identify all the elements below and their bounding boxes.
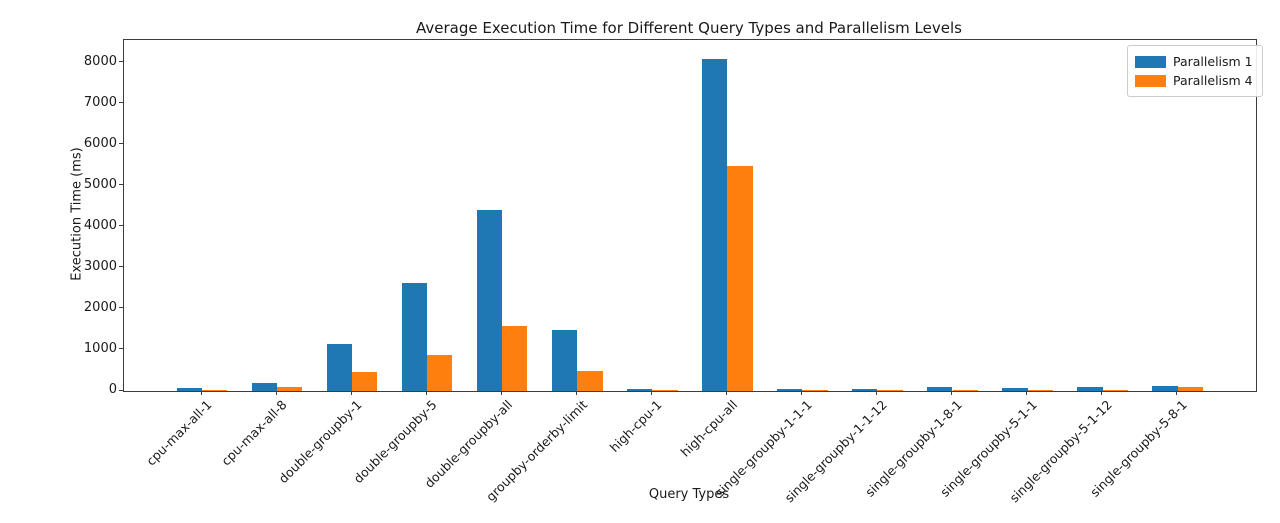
bar-parallelism-1-high-cpu-1 bbox=[627, 388, 653, 391]
x-tick-label-cpu-max-all-1: cpu-max-all-1 bbox=[143, 397, 215, 469]
y-tick-label: 8000 bbox=[83, 53, 117, 69]
x-tick-mark bbox=[350, 391, 352, 395]
y-tick-label: 7000 bbox=[83, 94, 117, 110]
y-tick-mark bbox=[119, 61, 123, 63]
legend-label: Parallelism 4 bbox=[1173, 73, 1253, 88]
bar-parallelism-1-cpu-max-all-1 bbox=[176, 388, 202, 391]
legend-item: Parallelism 1 bbox=[1135, 52, 1253, 71]
y-tick-mark bbox=[119, 184, 123, 186]
legend-item: Parallelism 4 bbox=[1135, 71, 1253, 90]
bar-parallelism-4-double-groupby-all bbox=[502, 326, 528, 391]
x-tick-mark bbox=[575, 391, 577, 395]
y-tick-label: 0 bbox=[108, 382, 117, 397]
bar-parallelism-4-single-groupby-5-1-1 bbox=[1027, 390, 1053, 391]
y-tick-mark bbox=[119, 225, 123, 227]
y-tick-label: 2000 bbox=[83, 299, 117, 315]
bar-parallelism-1-single-groupby-5-8-1 bbox=[1152, 385, 1178, 391]
bar-parallelism-1-single-groupby-1-1-1 bbox=[777, 389, 803, 391]
y-tick-label: 4000 bbox=[83, 217, 117, 233]
x-tick-label-double-groupby-5: double-groupby-5 bbox=[350, 397, 440, 487]
x-tick-mark bbox=[951, 391, 952, 395]
bar-parallelism-1-single-groupby-1-1-12 bbox=[852, 388, 878, 391]
y-tick-label: 3000 bbox=[83, 258, 117, 274]
plot-area bbox=[123, 39, 1257, 392]
bar-parallelism-1-double-groupby-1 bbox=[326, 344, 353, 391]
x-tick-mark bbox=[1176, 391, 1178, 395]
x-tick-label-cpu-max-all-8: cpu-max-all-8 bbox=[218, 397, 290, 469]
bar-parallelism-4-single-groupby-5-8-1 bbox=[1177, 387, 1203, 391]
x-tick-label-high-cpu-all: high-cpu-all bbox=[677, 397, 741, 460]
y-tick-mark bbox=[119, 307, 123, 309]
bar-parallelism-1-single-groupby-5-1-12 bbox=[1077, 387, 1103, 391]
y-tick-label: 1000 bbox=[83, 340, 117, 356]
y-tick-mark bbox=[119, 143, 123, 145]
chart-title: Average Execution Time for Different Que… bbox=[416, 19, 962, 37]
x-tick-mark bbox=[650, 391, 652, 395]
y-tick-mark bbox=[119, 266, 123, 268]
legend-swatch-icon bbox=[1135, 74, 1166, 87]
bar-parallelism-1-high-cpu-all bbox=[702, 59, 728, 391]
bar-parallelism-1-groupby-orderby-limit bbox=[551, 329, 578, 391]
bar-parallelism-1-cpu-max-all-8 bbox=[251, 382, 278, 391]
x-tick-mark bbox=[275, 391, 277, 395]
legend-label: Parallelism 1 bbox=[1173, 54, 1253, 69]
y-tick-label: 6000 bbox=[83, 135, 117, 151]
bar-parallelism-1-single-groupby-1-8-1 bbox=[927, 386, 953, 391]
bar-parallelism-4-single-groupby-1-8-1 bbox=[952, 389, 978, 391]
legend-swatch-icon bbox=[1135, 55, 1166, 68]
y-tick-mark bbox=[119, 102, 123, 104]
bar-parallelism-4-double-groupby-1 bbox=[352, 372, 378, 391]
y-tick-mark bbox=[119, 348, 123, 350]
bar-parallelism-4-high-cpu-1 bbox=[652, 390, 678, 391]
bar-parallelism-4-single-groupby-1-1-1 bbox=[802, 390, 828, 391]
bar-parallelism-4-cpu-max-all-8 bbox=[277, 386, 303, 391]
x-tick-mark bbox=[875, 391, 877, 395]
bar-parallelism-4-single-groupby-1-1-12 bbox=[877, 390, 903, 391]
legend: Parallelism 1 Parallelism 4 bbox=[1127, 45, 1263, 97]
x-tick-mark bbox=[725, 391, 727, 395]
x-tick-mark bbox=[425, 391, 427, 395]
x-tick-mark bbox=[1026, 391, 1027, 395]
x-tick-mark bbox=[500, 391, 502, 395]
bar-parallelism-4-single-groupby-5-1-12 bbox=[1102, 389, 1128, 391]
bar-parallelism-1-double-groupby-all bbox=[476, 209, 503, 391]
x-tick-label-high-cpu-1: high-cpu-1 bbox=[606, 397, 665, 455]
bar-parallelism-4-high-cpu-all bbox=[727, 166, 753, 391]
bar-parallelism-1-single-groupby-5-1-1 bbox=[1002, 387, 1028, 391]
x-tick-mark bbox=[1101, 391, 1103, 395]
x-axis-label: Query Types bbox=[648, 487, 730, 502]
x-tick-mark bbox=[200, 391, 202, 395]
x-tick-mark bbox=[800, 391, 802, 395]
bar-parallelism-1-double-groupby-5 bbox=[401, 282, 428, 391]
y-tick-label: 5000 bbox=[83, 176, 117, 192]
y-tick-mark bbox=[119, 389, 123, 391]
bar-parallelism-4-cpu-max-all-1 bbox=[202, 389, 228, 391]
bar-parallelism-4-double-groupby-5 bbox=[427, 354, 453, 391]
bar-parallelism-4-groupby-orderby-limit bbox=[577, 370, 603, 391]
